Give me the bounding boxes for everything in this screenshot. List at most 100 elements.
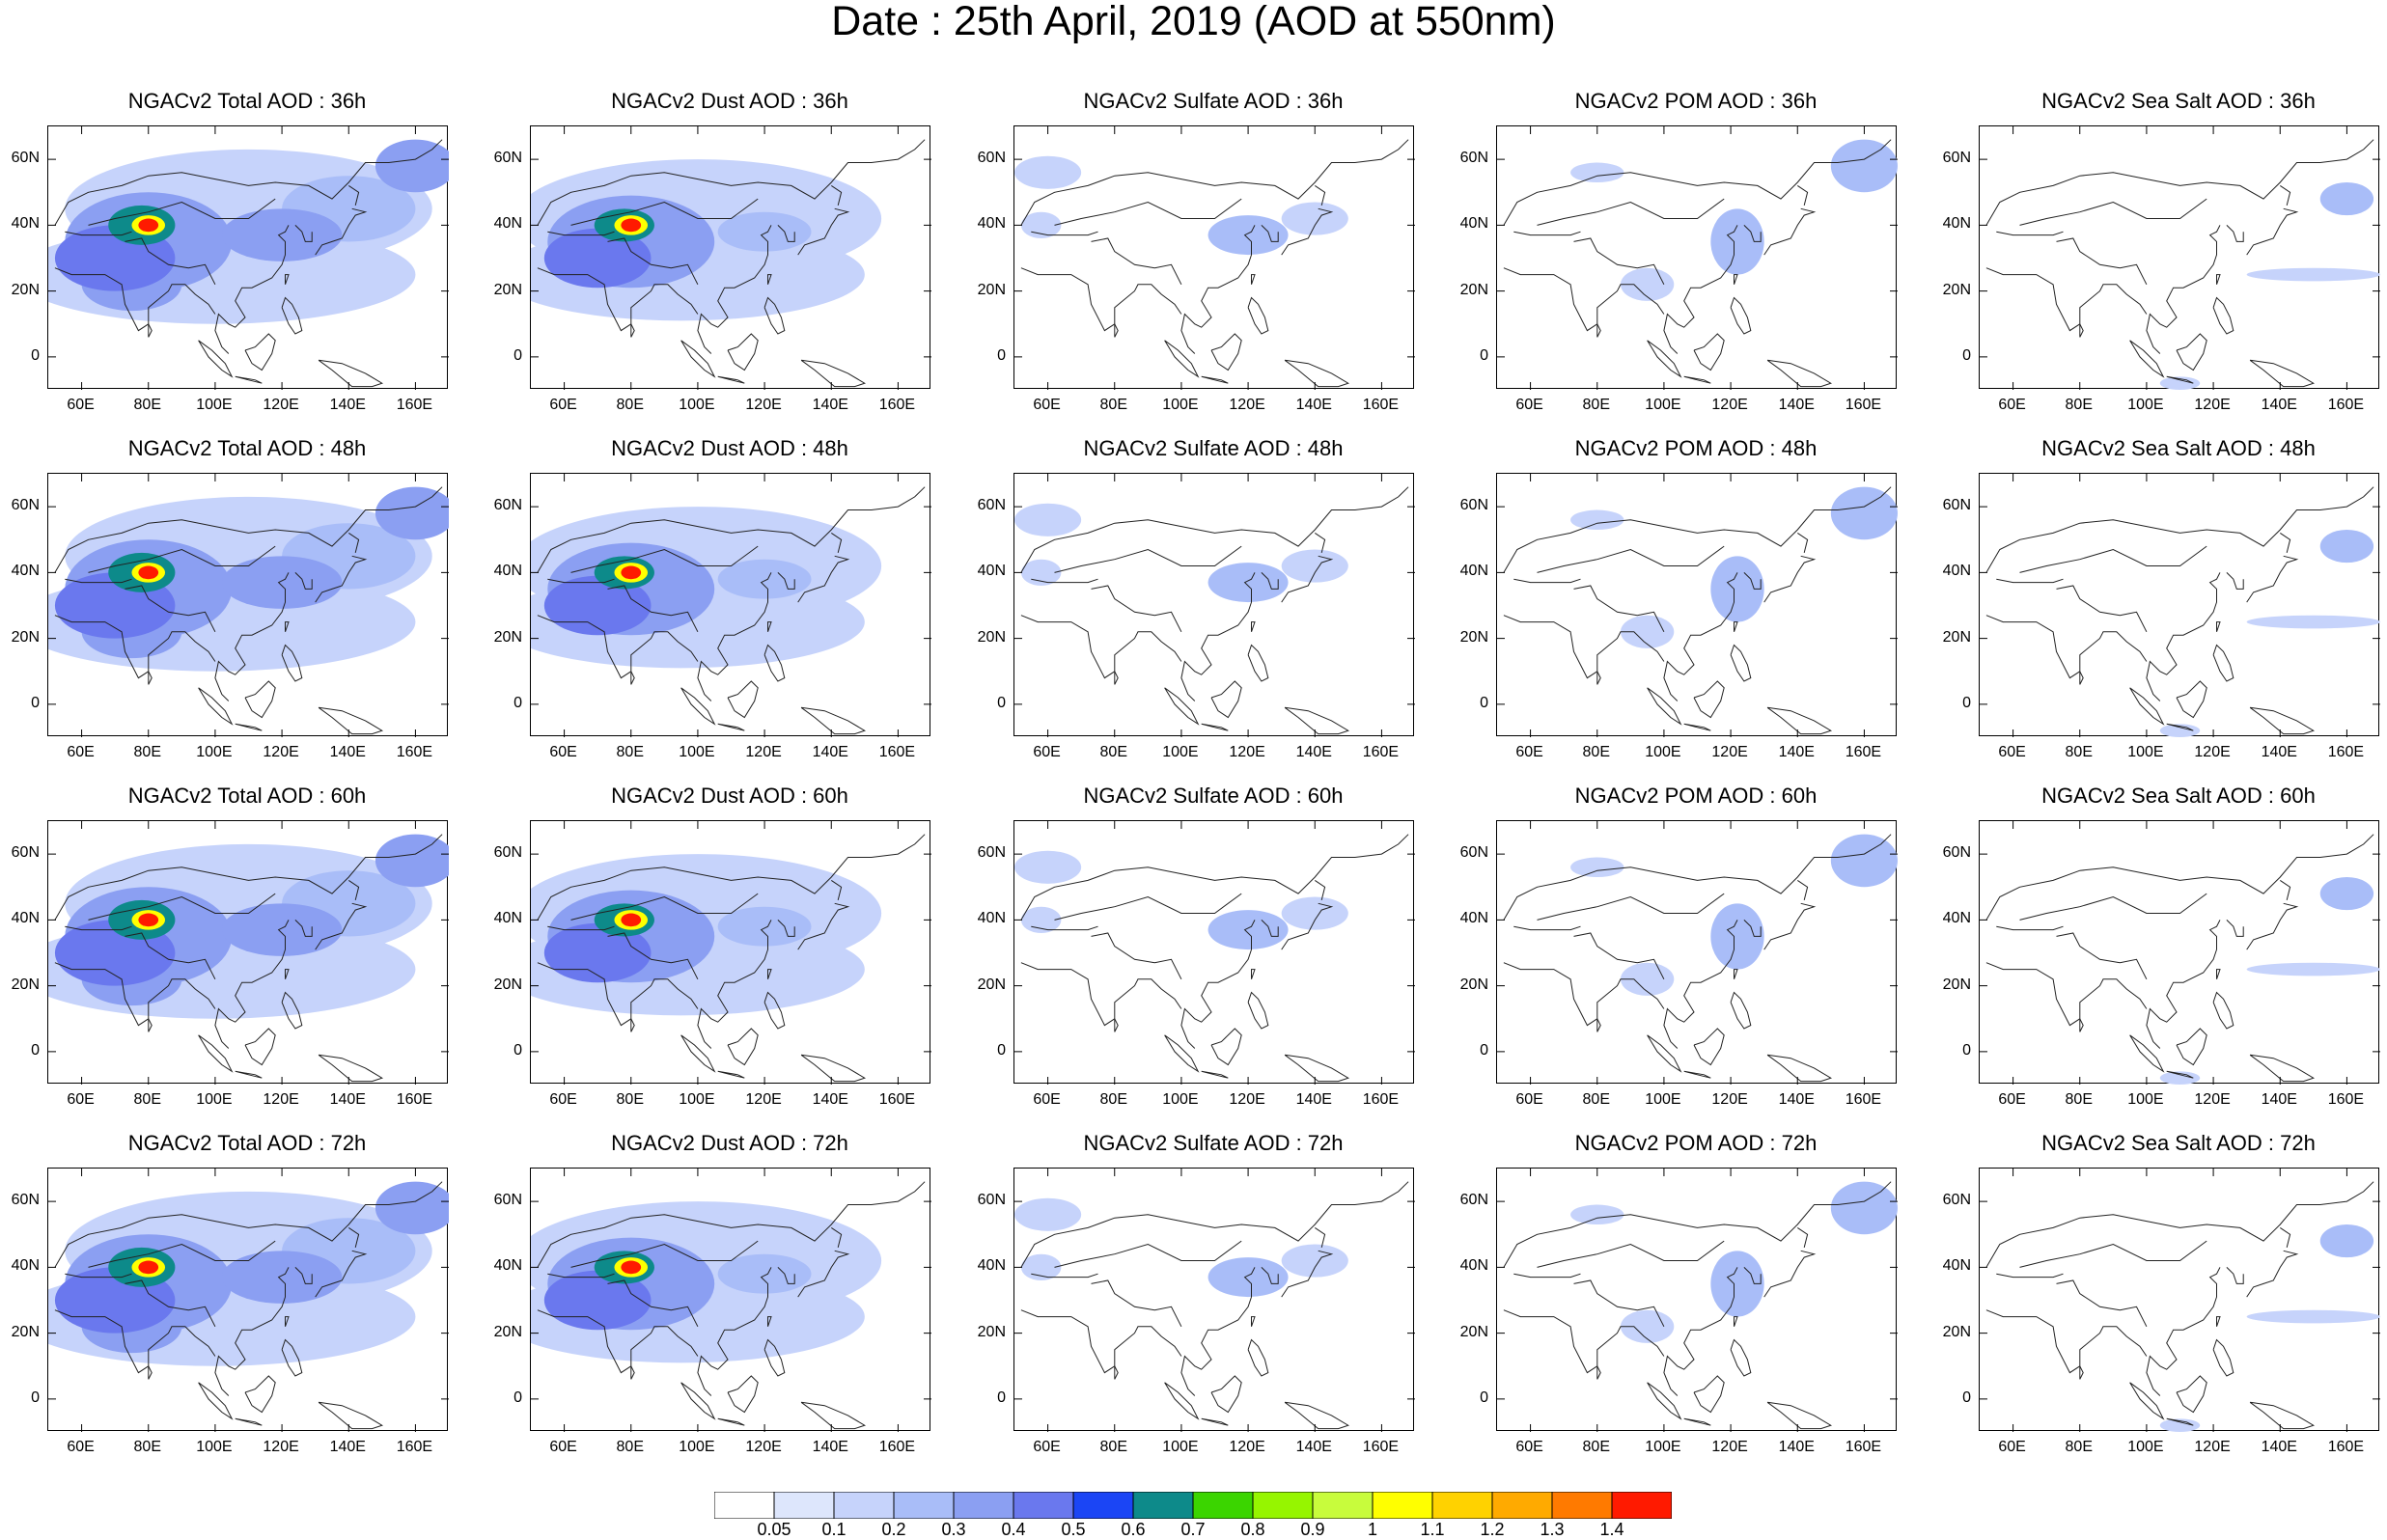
x-tick-label: 60E [1033,1439,1061,1455]
coastline [198,1382,234,1420]
x-tick-label: 100E [196,1091,233,1108]
aod-region [375,139,449,193]
colorbar-swatch [1611,1492,1672,1519]
y-tick-label: 40N [1459,215,1488,233]
coastline [680,1382,716,1420]
coastline [148,1018,153,1032]
aod-region [621,913,642,927]
coastline [1201,375,1229,384]
coastline [318,1401,383,1430]
coastline [1683,1417,1711,1426]
coastline [54,834,443,921]
x-tick-label: 100E [1162,744,1199,760]
coastline [2280,532,2291,554]
coastline [800,1054,866,1083]
coastline [1996,925,2064,931]
coastline [537,834,926,921]
coastline [1180,1267,1256,1396]
coastline [285,1316,290,1327]
y-tick-label: 20N [11,1323,40,1340]
coastline [547,578,615,584]
coastline [2226,1267,2244,1284]
coastline [2280,184,2291,206]
coastline [1743,920,1762,937]
aod-region [2246,962,2380,976]
coastline [763,1338,786,1377]
coastline [697,1267,772,1396]
aod-region [1710,208,1764,275]
aod-region [1830,486,1898,540]
y-tick-label: 60N [1459,1192,1488,1209]
y-tick-label: 20N [11,628,40,646]
x-tick-label: 160E [2327,1439,2365,1455]
aod-map [1980,1169,2380,1432]
aod-region [221,1251,343,1304]
aod-region [621,565,642,580]
coastline [65,925,132,931]
aod-region [543,228,652,289]
coastline [1730,644,1752,682]
coastline [1180,920,1256,1049]
map-panel [1496,125,1898,390]
x-tick-label: 160E [396,744,433,760]
coastline [1284,1054,1349,1083]
coastline [1054,198,1242,226]
y-tick-label: 20N [1942,281,1971,298]
y-tick-label: 20N [493,281,522,298]
x-tick-label: 160E [2327,1091,2365,1108]
x-tick-label: 80E [1099,744,1127,760]
coastline [1031,578,1098,584]
coastline [125,932,216,980]
x-tick-label: 80E [133,744,161,760]
aod-region [2246,267,2380,282]
coastline [1763,902,1817,950]
aod-region [1830,139,1898,193]
aod-region [1620,962,1675,996]
x-tick-label: 60E [549,1091,577,1108]
coastline [2019,198,2207,226]
aod-region [1710,1251,1764,1317]
coastline [1164,687,1200,726]
x-tick-label: 80E [133,397,161,413]
panel-title: NGACv2 Sea Salt AOD : 48h [2041,436,2316,460]
coastline [244,1375,276,1414]
coastline [1985,139,2374,226]
coastline [214,920,290,1049]
coastline [1251,1316,1256,1327]
x-tick-label: 60E [1033,397,1061,413]
y-tick-label: 20N [977,628,1006,646]
y-tick-label: 40N [1459,910,1488,927]
aod-region [138,1260,159,1275]
x-tick-label: 80E [133,1091,161,1108]
coastline [1284,1401,1349,1430]
coastline [1596,671,1601,685]
coastline [831,184,843,206]
coastline [148,323,153,338]
x-tick-label: 80E [1582,397,1610,413]
coastline [1031,231,1098,236]
map-panel [47,1168,449,1432]
coastline [1985,962,2148,1027]
coastline [607,932,699,980]
y-tick-label: 40N [1942,910,1971,927]
coastline [294,1267,313,1284]
coastline [1201,1417,1229,1426]
y-tick-label: 40N [977,1257,1006,1275]
coastline [1985,486,2374,573]
coastline [65,578,132,584]
coastline [777,920,795,937]
x-tick-label: 60E [67,744,95,760]
y-tick-label: 0 [513,1041,522,1059]
coastline [2166,1070,2194,1079]
coastline [1114,1365,1119,1380]
coastline [800,706,866,735]
coastline [697,920,772,1049]
coastline [1247,991,1269,1030]
page-title: Date : 25th April, 2019 (AOD at 550nm) [831,0,1556,44]
y-tick-label: 20N [1942,628,1971,646]
x-tick-label: 100E [679,744,715,760]
coastline [1114,323,1119,338]
coastline [1763,207,1817,256]
x-tick-label: 140E [1295,1439,1332,1455]
coastline [1247,644,1269,682]
